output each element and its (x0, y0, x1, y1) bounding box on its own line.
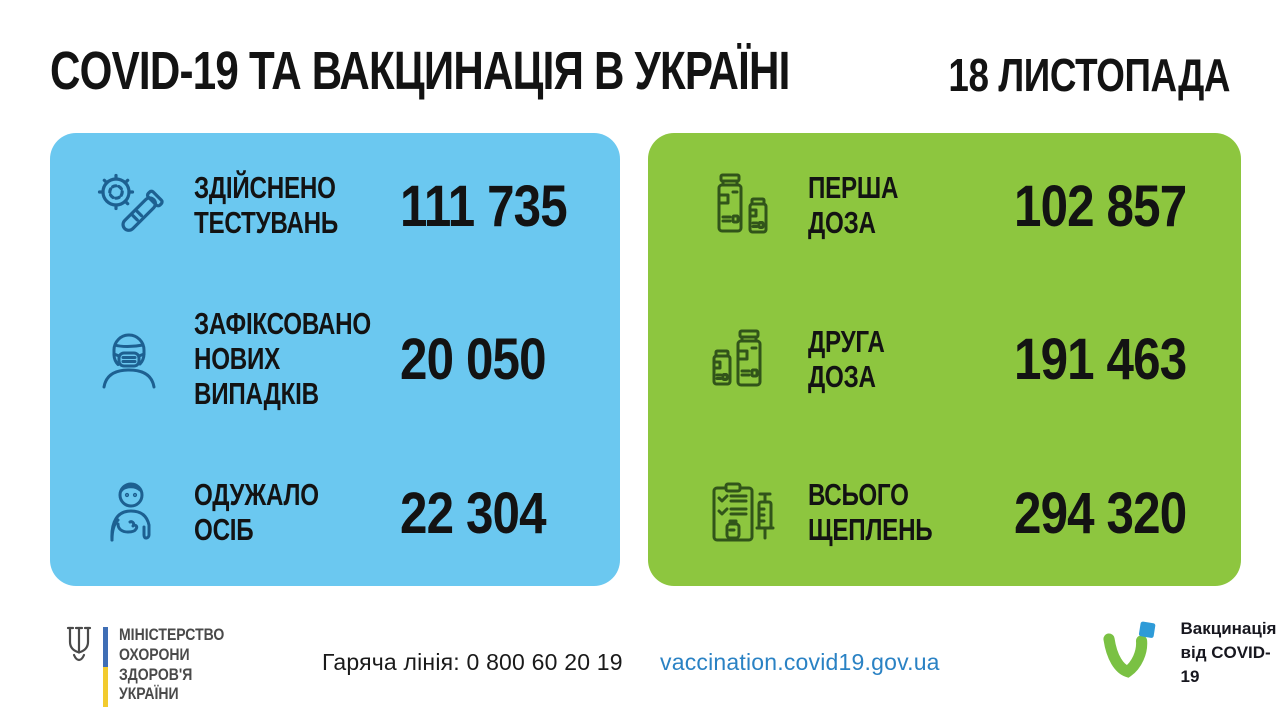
total-vaccinations-value: 294 320 (1014, 480, 1187, 546)
stats-cards: ЗДІЙСНЕНО ТЕСТУВАНЬ 111 735 (50, 133, 1241, 586)
vaccine-vials-icon (704, 321, 782, 399)
page-title: COVID-19 ТА ВАКЦИНАЦІЯ В УКРАЇНІ (50, 41, 790, 101)
new-cases-row: ЗАФІКСОВАНО НОВИХ ВИПАДКІВ 20 050 (90, 307, 596, 411)
vaccination-site-link[interactable]: vaccination.covid19.gov.ua (660, 649, 940, 675)
total-vaccinations-label: ВСЬОГО ЩЕПЛЕНЬ (808, 477, 933, 547)
vaccine-vials-icon (704, 167, 782, 245)
masked-person-icon (90, 321, 168, 399)
vaccination-logo-text: Вакцинація від COVID-19 (1180, 619, 1277, 686)
vaccination-campaign-logo: Вакцинація від COVID-19 (1096, 612, 1280, 694)
report-date: 18 ЛИСТОПАДА (948, 49, 1230, 101)
second-dose-value: 191 463 (1014, 327, 1187, 392)
recovered-value: 22 304 (400, 480, 547, 546)
second-dose-row: ДРУГА ДОЗА 191 463 (704, 321, 1217, 399)
ministry-logo: МІНІСТЕРСТВО ОХОРОНИ ЗДОРОВ'Я УКРАЇНИ (66, 624, 243, 707)
new-cases-label: ЗАФІКСОВАНО НОВИХ ВИПАДКІВ (194, 306, 371, 411)
second-dose-label: ДРУГА ДОЗА (808, 323, 885, 394)
total-vaccinations-row: ВСЬОГО ЩЕПЛЕНЬ 294 320 (704, 474, 1217, 552)
recovered-person-icon (90, 474, 168, 552)
test-tube-virus-icon (90, 167, 168, 245)
tests-label: ЗДІЙСНЕНО ТЕСТУВАНЬ (194, 170, 339, 240)
clipboard-syringe-icon (704, 474, 782, 552)
tests-value: 111 735 (400, 173, 568, 239)
first-dose-label: ПЕРША ДОЗА (808, 170, 899, 240)
recovered-label: ОДУЖАЛО ОСІБ (194, 477, 319, 547)
new-cases-value: 20 050 (400, 327, 547, 392)
vaccination-stats-card: ПЕРША ДОЗА 102 857 (648, 133, 1241, 586)
recovered-row: ОДУЖАЛО ОСІБ 22 304 (90, 474, 596, 552)
v-checkmark-icon (1103, 621, 1156, 678)
hotline-text: Гаряча лінія: 0 800 60 20 19 (322, 649, 623, 675)
flag-divider (103, 627, 108, 707)
first-dose-value: 102 857 (1014, 173, 1187, 239)
first-dose-row: ПЕРША ДОЗА 102 857 (704, 167, 1217, 245)
trident-icon (66, 626, 92, 662)
tests-row: ЗДІЙСНЕНО ТЕСТУВАНЬ 111 735 (90, 167, 596, 245)
covid-stats-card: ЗДІЙСНЕНО ТЕСТУВАНЬ 111 735 (50, 133, 621, 586)
ministry-name: МІНІСТЕРСТВО ОХОРОНИ ЗДОРОВ'Я УКРАЇНИ (119, 626, 225, 704)
